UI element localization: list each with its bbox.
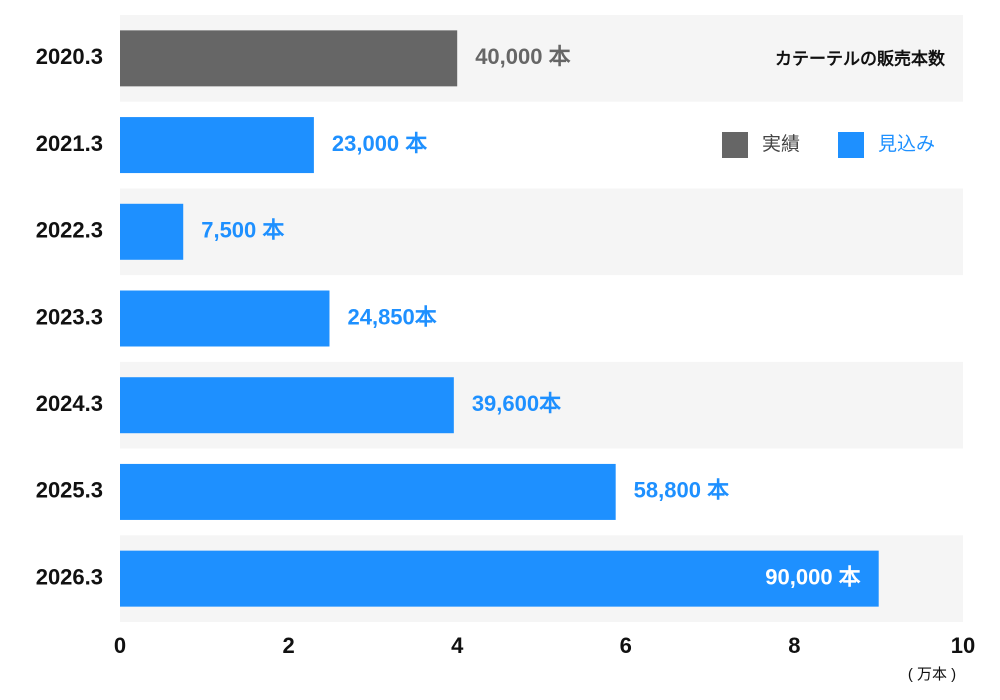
y-tick-label: 2025.3 — [36, 478, 103, 503]
y-tick-label: 2020.3 — [36, 44, 103, 69]
value-label: 24,850本 — [347, 304, 436, 329]
value-label: 40,000 本 — [475, 44, 570, 69]
value-label: 23,000 本 — [332, 131, 427, 156]
bar — [120, 290, 330, 347]
y-tick-label: 2024.3 — [36, 391, 103, 416]
value-label: 39,600本 — [472, 391, 561, 416]
bar — [120, 203, 184, 260]
x-tick-label: 8 — [788, 633, 800, 658]
value-label: 58,800 本 — [634, 478, 729, 503]
bar — [120, 30, 458, 87]
legend-swatch — [722, 132, 748, 158]
x-tick-label: 4 — [451, 633, 464, 658]
chart-title: カテーテルの販売本数 — [775, 48, 946, 68]
x-tick-label: 0 — [114, 633, 126, 658]
y-tick-label: 2021.3 — [36, 131, 103, 156]
x-tick-label: 6 — [620, 633, 632, 658]
legend-label: 実績 — [762, 133, 800, 155]
value-label: 7,500 本 — [201, 218, 284, 243]
value-label: 90,000 本 — [765, 564, 860, 589]
y-tick-label: 2022.3 — [36, 218, 103, 243]
x-tick-label: 10 — [951, 633, 975, 658]
bar — [120, 550, 879, 607]
y-tick-label: 2023.3 — [36, 304, 103, 329]
bar — [120, 463, 616, 520]
x-axis-label: ( 万本 ) — [908, 666, 956, 683]
x-tick-label: 2 — [282, 633, 294, 658]
bar — [120, 117, 314, 174]
bar — [120, 377, 454, 434]
row-band — [120, 188, 963, 276]
y-tick-label: 2026.3 — [36, 564, 103, 589]
legend-label: 見込み — [878, 133, 935, 155]
legend-swatch — [838, 132, 864, 158]
